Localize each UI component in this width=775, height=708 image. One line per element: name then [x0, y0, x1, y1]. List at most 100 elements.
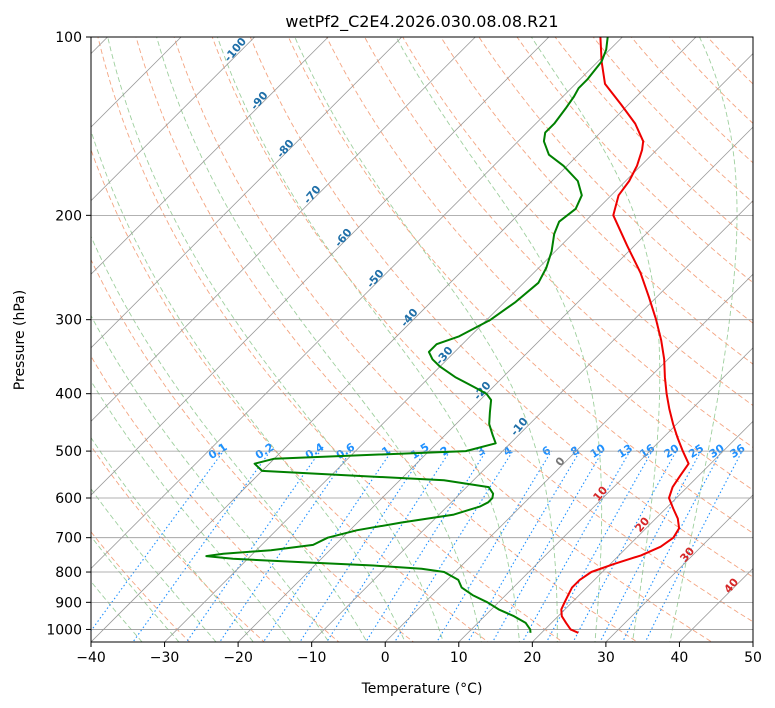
x-tick-label: −30: [150, 650, 180, 666]
x-tick-label: 20: [523, 650, 541, 666]
moist-adiabat-line: [91, 380, 292, 642]
dry-adiabat-line: [287, 37, 753, 534]
adiabat-label: -50: [364, 267, 387, 291]
y-tick-label: 800: [55, 565, 82, 581]
y-axis-label: Pressure (hPa): [12, 290, 28, 390]
dry-adiabat-line: [97, 37, 564, 642]
mixing-ratio-line: [467, 450, 581, 642]
moist-adiabat-line: [91, 436, 254, 642]
x-tick-label: −20: [223, 650, 253, 666]
adiabat-label: -60: [332, 226, 355, 250]
x-tick-label: 10: [450, 650, 468, 666]
moist-adiabat-line: [395, 37, 603, 642]
adiabat-label: -80: [274, 137, 297, 161]
dry-adiabat-line: [249, 37, 753, 578]
dry-adiabat-line: [592, 37, 753, 204]
y-tick-label: 1000: [46, 622, 82, 638]
moist-adiabat-line: [216, 37, 520, 642]
adiabat-label: 30: [677, 544, 697, 564]
x-tick-label: −40: [76, 650, 106, 666]
y-tick-label: 900: [55, 595, 82, 611]
y-tick-label: 600: [55, 491, 82, 507]
isotherms: [91, 37, 753, 642]
isotherm-line: [91, 37, 476, 422]
moist-adiabat-line: [669, 37, 738, 642]
y-tick-label: 300: [55, 313, 82, 329]
dry-adiabat-line: [173, 37, 713, 642]
isotherm-line: [91, 37, 329, 275]
isotherm-line: [91, 37, 403, 349]
moist-adiabat-line: [91, 235, 368, 642]
moist-adiabat-line: [91, 314, 330, 642]
y-tick-label: 500: [55, 444, 82, 460]
adiabat-label: -70: [301, 183, 324, 207]
dry-adiabat-line: [440, 37, 753, 365]
dry-adiabat-line: [706, 37, 753, 85]
moist-adiabat-line: [91, 129, 406, 642]
adiabat-label: 0: [553, 454, 568, 468]
x-tick-label: 50: [744, 650, 762, 666]
pressure-gridlines: [91, 37, 753, 630]
moist-adiabat-line: [91, 535, 180, 642]
adiabat-label: -40: [398, 306, 421, 330]
adiabat-label: 10: [590, 483, 610, 503]
isotherm-line: [532, 420, 753, 642]
isotherm-line: [237, 126, 753, 642]
isotherm-line: [91, 37, 697, 642]
dry-adiabat-line: [211, 37, 753, 623]
y-tick-label: 200: [55, 208, 82, 224]
x-tick-label: 0: [381, 650, 390, 666]
moist-adiabat-line: [156, 37, 482, 642]
isotherm-line: [752, 641, 753, 642]
mixing-ratio-line: [545, 450, 653, 642]
isotherm-line: [91, 37, 550, 496]
mixing-ratio-line: [621, 450, 722, 642]
chart-title: wetPf2_C2E4.2026.030.08.08.R21: [285, 12, 558, 32]
adiabat-label: -10: [508, 415, 531, 439]
x-axis-label: Temperature (°C): [361, 681, 483, 697]
dry-adiabat-line: [91, 531, 191, 642]
temperature-line: [560, 37, 690, 634]
dry-adiabat-line: [135, 37, 639, 642]
y-tick-label: 700: [55, 531, 82, 547]
mixing-ratio-line: [299, 450, 426, 642]
sounding-series: [205, 37, 690, 634]
isotherm-line: [458, 347, 753, 642]
plot-area: 0.10.20.40.611.52346810131620253036 -100…: [91, 35, 753, 642]
mixing-ratio-line: [262, 450, 392, 642]
dry-adiabat-line: [364, 37, 753, 448]
isotherm-line: [164, 52, 753, 642]
x-axis: −40 −30 −20 −10 0 10 20 30 40 50: [76, 642, 762, 666]
adiabat-label: 40: [721, 575, 741, 595]
isotherm-line: [311, 200, 753, 642]
mixing-ratio-line: [91, 450, 224, 632]
x-tick-label: 40: [671, 650, 689, 666]
dry-adiabat-line: [516, 37, 753, 284]
dry-adiabat-line: [91, 445, 265, 642]
y-tick-label: 100: [55, 30, 82, 46]
dewpoint-line: [205, 37, 609, 633]
dry-adiabat-line: [91, 258, 415, 642]
dry-adiabat-line: [91, 355, 340, 642]
isotherm-line: [91, 37, 623, 570]
mixing-ratio-line: [492, 450, 604, 642]
isotherm-line: [91, 37, 255, 202]
plot-frame: [90, 36, 754, 643]
x-tick-label: −10: [297, 650, 327, 666]
dry-adiabats: [91, 37, 753, 642]
adiabat-label: -100: [221, 35, 249, 65]
dry-adiabat-line: [478, 37, 753, 324]
isotherm-line: [384, 273, 753, 642]
isotherm-line: [605, 494, 753, 642]
dry-adiabat-line: [91, 148, 489, 642]
moist-adiabat-line: [531, 37, 661, 642]
x-tick-label: 30: [597, 650, 615, 666]
mixing-ratio-line: [326, 450, 451, 642]
dry-adiabat-line: [325, 37, 753, 491]
moist-adiabat-line: [107, 37, 444, 642]
moist-adiabats: [91, 37, 738, 642]
mixing-ratio-lines: 0.10.20.40.611.52346810131620253036: [91, 440, 748, 642]
adiabat-label: -90: [248, 89, 271, 113]
